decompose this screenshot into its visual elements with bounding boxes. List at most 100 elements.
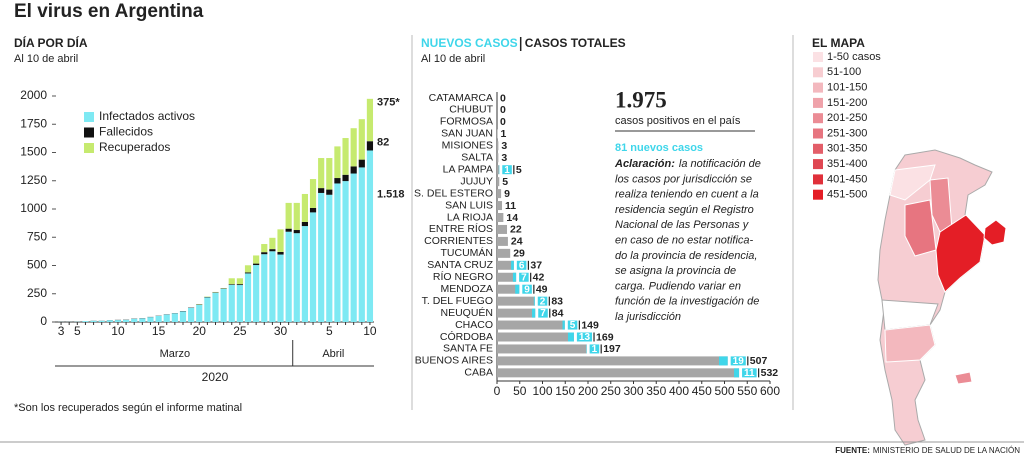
bar-segment [285,231,292,322]
category-label: S. DEL ESTERO [414,187,493,199]
bar-segment [171,313,178,322]
new-value-label: 5 [570,320,576,331]
legend-swatch [84,143,94,153]
x-tick-label: 200 [578,384,598,398]
category-label: SAN LUIS [445,199,493,211]
label-box [516,260,527,270]
bar-segment [318,192,325,322]
total-number: 1.975 [615,87,667,112]
note-line: en caso de no estar notifica- [615,234,754,246]
total-bar [497,141,499,151]
x-tick-label: 0 [494,384,501,398]
bar-segment [277,229,284,252]
label-box [576,332,593,342]
note-line: carga. Pudiendo variar en [615,280,741,292]
new-bar [567,332,574,342]
bar-segment [285,228,292,232]
x-tick-label: 30 [274,324,288,338]
note-line: los casos por jurisdicción se [615,173,752,185]
bar-segment [253,265,260,322]
label-box [519,272,529,282]
note-text: la jurisdicción [615,311,681,323]
map-legend-swatch [813,52,823,62]
x-tick-label: 20 [193,324,207,338]
bar-segment [236,278,243,285]
note-text: residencia según el Registro [615,204,754,216]
map-legend-swatch [813,97,823,108]
note-line: residencia según el Registro [615,204,754,216]
category-label: MENDOZA [441,283,494,295]
bar-segment [334,146,341,179]
bar-segment [147,317,154,322]
category-label: T. DEL FUEGO [422,295,493,307]
bar-segment [342,181,349,322]
total-bar [497,356,728,366]
bar-segment [358,119,365,160]
bar-segment [253,255,260,264]
x-tick-label: 250 [601,384,621,398]
total-bar [497,344,587,354]
map-legend-swatch [813,159,823,170]
total-bar [497,284,520,294]
x-tick-label: 150 [555,384,575,398]
note-line: realiza teniendo en cuent a la [615,189,759,201]
total-value-label: 149 [581,319,599,331]
new-bar [511,260,514,270]
total-value-label: 0 [500,92,506,104]
total-value-label: 3 [501,152,507,164]
new-value-label: 2 [540,296,546,307]
new-value-label: 13 [579,332,591,343]
new-bar [512,272,517,282]
new-value-label: 7 [521,272,527,283]
y-tick-label: 500 [27,258,47,272]
category-label: SALTA [461,152,493,164]
bar-segment [228,284,235,285]
note-line: do la provincia de residencia, [615,250,757,262]
x-tick-label: 350 [646,384,666,398]
note-line: Aclaración: la notificación de [614,158,761,170]
new-bar [562,320,565,330]
map-legend-label: 151-200 [827,97,867,109]
category-label: NEUQUÉN [440,306,493,319]
note-line: la jurisdicción [615,311,681,323]
new-value-label: 9 [524,284,530,295]
bar-segment [342,174,349,182]
total-value-label: 0 [500,104,506,116]
total-value-label: 169 [596,331,614,343]
y-tick-label: 1000 [20,201,47,215]
bar-segment [334,178,341,184]
panel-title: EL MAPA [812,36,865,50]
x-tick-label: 50 [513,384,527,398]
map-region [904,199,937,257]
label-box [537,296,548,306]
total-bar [497,201,503,211]
bar-segment [301,221,308,227]
total-caption: casos positivos en el país [615,115,741,127]
value-label: 82 [377,137,389,149]
total-bar [497,332,574,342]
total-value-label: 507 [750,355,768,367]
page-title: El virus en Argentina [14,1,204,22]
bar-segment [261,254,268,322]
map-legend-swatch [813,174,823,185]
bar-segment [204,297,211,322]
map-legend-label: 401-450 [827,173,867,185]
month-label: Marzo [160,348,191,360]
bar-segment [244,273,252,322]
x-tick-label: 25 [233,324,247,338]
total-bar [497,320,565,330]
value-label: 1.518 [377,188,405,200]
category-label: ENTRE RÍOS [429,222,493,235]
total-bar [497,296,535,306]
bar-segment [155,315,162,322]
total-value-label: 5 [516,164,522,176]
x-tick-label: 5 [74,324,81,338]
total-bar [497,368,740,378]
bar-segment [277,254,284,322]
category-label: CABA [464,367,493,379]
note-line: se asigna la provincia de [615,265,736,277]
bar-segment [139,318,146,322]
map-legend-label: 251-300 [827,127,867,139]
new-bar [719,356,728,366]
note-label: Aclaración: [614,158,675,170]
